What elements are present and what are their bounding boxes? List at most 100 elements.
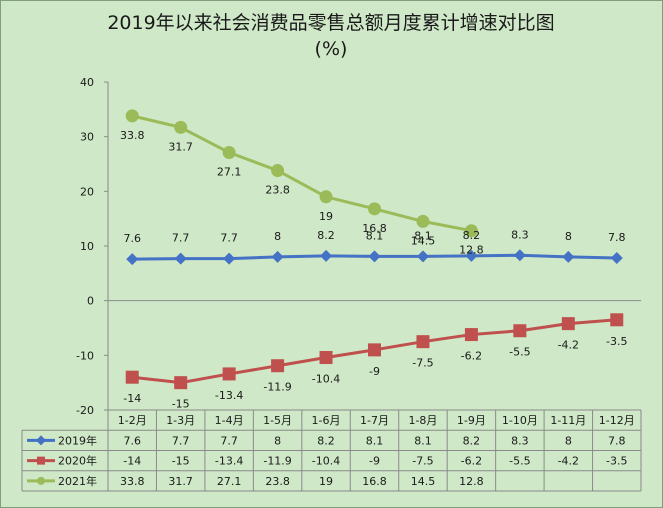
table-cell-value: 7.8 <box>608 434 626 447</box>
table-cell-value: 8.2 <box>463 434 481 447</box>
data-label: 8.2 <box>317 229 335 242</box>
data-point <box>562 250 575 263</box>
data-label: 33.8 <box>120 129 145 142</box>
legend-label: 2020年 <box>58 454 97 468</box>
data-label: 7.7 <box>220 232 238 245</box>
y-tick-label: 30 <box>80 131 94 144</box>
table-cell-value: -4.2 <box>558 455 579 468</box>
table-cell-value: 8.1 <box>366 434 384 447</box>
data-point <box>513 249 526 262</box>
data-label: -10.4 <box>312 373 340 386</box>
table-cell-value: -11.9 <box>263 455 291 468</box>
data-label: -3.5 <box>606 335 627 348</box>
y-tick-label: 20 <box>80 185 94 198</box>
data-label: 31.7 <box>168 140 193 153</box>
table-cell-value: -14 <box>123 455 141 468</box>
y-tick-label: 40 <box>80 76 94 89</box>
data-label: 7.6 <box>123 232 141 245</box>
x-tick-label: 1-4月 <box>215 414 244 427</box>
table-cell-value: 27.1 <box>217 475 242 488</box>
legend-label: 2019年 <box>58 433 97 447</box>
y-tick-label: -10 <box>76 349 94 362</box>
data-label: 27.1 <box>217 166 242 179</box>
table-cell-value: -6.2 <box>461 455 482 468</box>
data-point <box>126 253 139 266</box>
data-point <box>319 190 333 204</box>
data-point <box>513 324 527 338</box>
data-label: 8.2 <box>463 229 481 242</box>
data-label: 7.7 <box>172 232 190 245</box>
table-cell-value: -3.5 <box>606 455 627 468</box>
data-label: 8 <box>274 230 281 243</box>
data-label: -9 <box>369 365 380 378</box>
x-tick-label: 1-2月 <box>118 414 147 427</box>
data-point <box>222 146 236 160</box>
data-point <box>271 164 285 178</box>
table-cell-value: -13.4 <box>215 455 243 468</box>
data-point <box>610 252 623 265</box>
data-point <box>368 202 381 216</box>
table-cell-value: 14.5 <box>411 475 436 488</box>
table-cell-value: -15 <box>172 455 190 468</box>
x-tick-label: 1-5月 <box>263 414 292 427</box>
x-tick-label: 1-9月 <box>457 414 486 427</box>
data-point <box>174 376 188 390</box>
x-tick-label: 1-10月 <box>502 414 538 427</box>
data-point <box>416 335 430 349</box>
table-cell-value: 7.7 <box>220 434 238 447</box>
table-cell-value: 12.8 <box>459 475 484 488</box>
data-point <box>319 351 333 365</box>
legend-key-marker <box>37 456 45 465</box>
data-label: 8.1 <box>366 229 384 242</box>
legend-key-marker <box>36 435 46 446</box>
x-tick-label: 1-8月 <box>408 414 437 427</box>
data-point <box>174 120 188 134</box>
x-tick-label: 1-6月 <box>312 414 341 427</box>
data-point <box>320 249 333 262</box>
data-point <box>125 370 139 384</box>
data-point <box>222 367 236 381</box>
data-point <box>174 252 187 265</box>
x-tick-label: 1-11月 <box>550 414 586 427</box>
y-tick-label: 0 <box>87 295 94 308</box>
data-label: 8.1 <box>414 229 432 242</box>
table-cell-value: 31.7 <box>168 475 193 488</box>
y-tick-label: 10 <box>80 240 94 253</box>
table-cell-value: -10.4 <box>312 455 340 468</box>
data-label: 8 <box>565 230 572 243</box>
data-point <box>223 252 236 265</box>
data-label: -5.5 <box>509 346 530 359</box>
data-label: -11.9 <box>263 381 291 394</box>
data-label: 16.8 <box>362 222 387 235</box>
table-cell-value: 7.7 <box>172 434 190 447</box>
table-cell-value: 8.1 <box>414 434 432 447</box>
data-label: 12.8 <box>459 244 484 257</box>
data-label: -15 <box>172 398 190 411</box>
data-point <box>271 359 285 373</box>
table-cell-value: 8.3 <box>511 434 529 447</box>
x-tick-label: 1-12月 <box>599 414 635 427</box>
data-point <box>561 317 575 331</box>
data-point <box>464 328 478 342</box>
data-label: 8.3 <box>511 228 529 241</box>
data-point <box>610 313 624 327</box>
data-point <box>368 250 381 263</box>
data-point <box>271 250 284 263</box>
table-cell-value: 23.8 <box>265 475 290 488</box>
data-label: 19 <box>319 210 333 223</box>
data-point <box>368 343 381 357</box>
series-line <box>131 114 472 233</box>
table-cell-value: 16.8 <box>362 475 387 488</box>
y-tick-label: -20 <box>76 404 94 417</box>
data-point <box>416 214 430 228</box>
table-cell-value: 33.8 <box>120 475 145 488</box>
chart-title: 2019年以来社会消费品零售总额月度累计增速对比图 <box>107 12 554 34</box>
data-label: 7.8 <box>608 231 626 244</box>
data-label: 23.8 <box>265 184 290 197</box>
x-tick-label: 1-3月 <box>166 414 195 427</box>
chart-subtitle: (%) <box>315 38 348 60</box>
table-cell-value: 8.2 <box>317 434 335 447</box>
data-label: -4.2 <box>558 339 579 352</box>
